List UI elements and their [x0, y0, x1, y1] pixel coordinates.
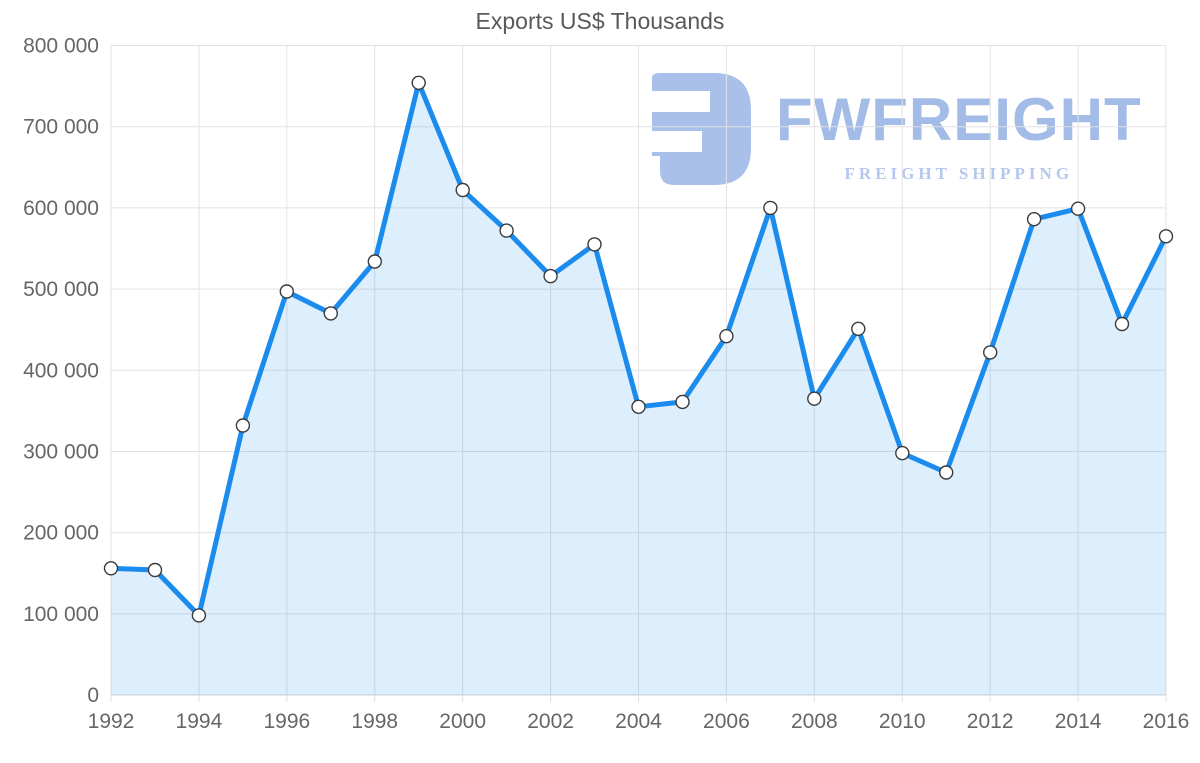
- y-axis-tick-label: 200 000: [23, 522, 99, 545]
- data-point-2010[interactable]: [895, 445, 910, 461]
- x-axis-tick-label: 2014: [1055, 710, 1102, 733]
- data-point-2008[interactable]: [807, 391, 822, 406]
- data-point-2014[interactable]: [1070, 201, 1086, 216]
- data-point-1994[interactable]: [191, 608, 207, 623]
- x-axis-tick-label: 2004: [615, 710, 662, 733]
- data-point-2003[interactable]: [587, 237, 602, 252]
- data-point-2000[interactable]: [455, 182, 470, 198]
- data-point-1993[interactable]: [147, 562, 163, 578]
- y-axis-tick-label: 300 000: [23, 440, 99, 463]
- data-point-1996[interactable]: [279, 284, 294, 299]
- x-axis-tick-label: 2012: [967, 710, 1014, 733]
- data-point-1995[interactable]: [235, 418, 251, 433]
- data-point-2015[interactable]: [1114, 316, 1130, 332]
- x-axis-tick-label: 2016: [1143, 710, 1190, 733]
- x-axis-tick-label: 1992: [88, 710, 135, 733]
- x-axis-tick-label: 2002: [527, 710, 574, 733]
- data-point-2009[interactable]: [851, 321, 866, 336]
- data-point-2011[interactable]: [939, 465, 954, 480]
- data-point-1998[interactable]: [367, 254, 382, 269]
- data-point-1999[interactable]: [411, 75, 426, 91]
- chart-title: Exports US$ Thousands: [475, 8, 725, 34]
- x-axis-tick-label: 1996: [263, 710, 310, 733]
- y-axis-tick-label: 400 000: [23, 359, 99, 382]
- data-point-2013[interactable]: [1026, 211, 1042, 227]
- data-point-2001[interactable]: [499, 223, 514, 238]
- area-fill: [111, 82, 1166, 696]
- data-point-2006[interactable]: [719, 329, 734, 344]
- y-axis-tick-label: 700 000: [23, 116, 99, 139]
- y-axis-tick-label: 500 000: [23, 278, 99, 301]
- y-axis-tick-label: 0: [87, 684, 99, 707]
- y-axis-tick-label: 600 000: [23, 197, 99, 220]
- data-point-2007[interactable]: [763, 200, 778, 216]
- x-axis-tick-label: 2010: [879, 710, 926, 733]
- data-point-2012[interactable]: [983, 345, 998, 360]
- x-axis-tick-label: 1998: [351, 710, 398, 733]
- x-axis-tick-label: 2000: [439, 710, 486, 733]
- data-point-1992[interactable]: [103, 561, 119, 576]
- data-point-2016[interactable]: [1158, 229, 1174, 244]
- y-axis-tick-label: 800 000: [23, 35, 99, 58]
- x-axis-tick-label: 1994: [176, 710, 223, 733]
- x-axis-tick-label: 2008: [791, 710, 838, 733]
- x-axis-tick-label: 2006: [703, 710, 750, 733]
- y-axis-tick-label: 100 000: [23, 603, 99, 626]
- data-point-1997[interactable]: [323, 306, 338, 321]
- data-point-2004[interactable]: [631, 399, 646, 414]
- data-point-2002[interactable]: [543, 268, 558, 284]
- data-point-2005[interactable]: [675, 394, 690, 410]
